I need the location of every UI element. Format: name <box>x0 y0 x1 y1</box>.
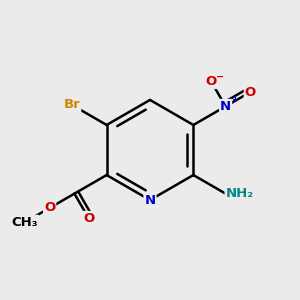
Text: Br: Br <box>64 98 80 111</box>
Text: O: O <box>206 75 217 88</box>
Text: −: − <box>216 72 224 82</box>
Text: O: O <box>245 85 256 99</box>
Text: N: N <box>220 100 231 113</box>
Text: +: + <box>231 95 238 104</box>
Text: O: O <box>44 201 55 214</box>
Text: O: O <box>83 212 94 225</box>
Text: N: N <box>144 194 156 207</box>
Text: CH₃: CH₃ <box>12 216 38 229</box>
Text: NH₂: NH₂ <box>226 187 254 200</box>
